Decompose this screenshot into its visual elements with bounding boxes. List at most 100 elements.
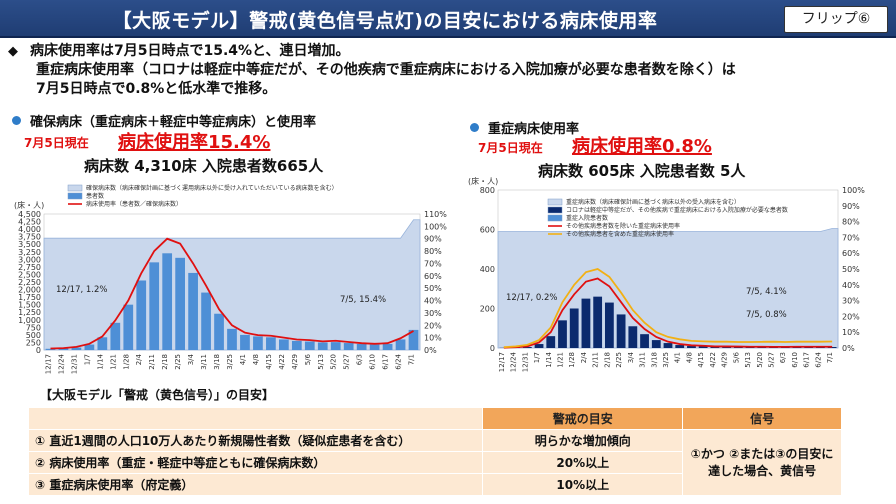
y2-tick-label: 30% [424, 309, 442, 318]
x-tick-label: 12/31 [70, 354, 78, 374]
y-axis-unit: (床・人) [468, 176, 498, 186]
right-section-title: 重症病床使用率 [470, 118, 579, 137]
legend-label: 確保病床数（病床確保計画に基づく運用病床以外に受け入れていただいている病床数を含… [86, 184, 338, 192]
legend-label: 患者数 [86, 192, 104, 200]
left-beds: 病床数 4,310床 入院患者数665人 [84, 157, 324, 175]
patient-bar [628, 326, 638, 348]
patient-bar [343, 343, 354, 350]
patient-bar [593, 296, 603, 348]
y2-tick-label: 100% [424, 222, 447, 231]
patient-bar [317, 342, 328, 350]
rate-line [50, 237, 414, 350]
rate-line [503, 277, 833, 349]
legend-label: その他疾病患者数を除いた重症病床使用率 [566, 222, 680, 230]
patient-bar [149, 262, 160, 350]
annotation-label: 7/5, 4.1% [746, 287, 787, 297]
y-tick-label: 3,000 [18, 255, 41, 264]
y2-tick-label: 50% [424, 284, 442, 293]
y2-tick-label: 10% [424, 334, 442, 343]
criteria-table: 警戒の目安 信号 ① 直近1週間の人口10万人あたり新規陽性者数（疑似症患者を含… [27, 407, 842, 496]
x-tick-label: 1/28 [122, 354, 130, 370]
x-tick-label: 3/11 [200, 354, 208, 370]
criterion-value-2: 20%以上 [482, 451, 684, 474]
legend-swatch [547, 214, 563, 222]
criterion-label-3: ③ 重症病床使用率（府定義） [27, 473, 484, 496]
x-tick-label: 3/18 [213, 354, 221, 370]
right-asof: 7月5日現在 [478, 141, 543, 155]
x-tick-label: 2/4 [580, 351, 588, 363]
x-tick-label: 3/18 [650, 352, 658, 368]
patient-bar [534, 344, 544, 348]
patient-bar [640, 334, 649, 348]
patient-bar [291, 340, 302, 350]
y-tick-label: 750 [26, 323, 41, 332]
patient-bar [408, 329, 419, 350]
criterion-value-1: 明らかな増加傾向 [482, 429, 684, 452]
y-tick-label: 1,250 [18, 308, 41, 317]
x-tick-label: 6/17 [382, 354, 390, 370]
x-tick-label: 2/18 [161, 354, 169, 370]
patient-bar [304, 341, 315, 350]
right-beds: 病床数 605床 入院患者数 5人 [538, 162, 746, 180]
y2-tick-label: 30% [842, 297, 860, 306]
patient-bar [240, 334, 250, 350]
table-row: ③ 重症病床使用率（府定義） 10%以上 [27, 473, 842, 496]
x-tick-label: 2/25 [174, 354, 182, 370]
y2-tick-label: 90% [842, 202, 860, 211]
diamond-icon: ◆ [8, 44, 18, 59]
patient-bar [651, 340, 661, 348]
x-tick-label: 4/29 [721, 352, 729, 368]
annotation-label: 12/17, 0.2% [506, 293, 558, 303]
y-tick-label: 3,750 [18, 233, 41, 242]
y2-tick-label: 0% [424, 346, 437, 355]
x-tick-label: 12/24 [510, 351, 518, 372]
patient-bar [569, 308, 579, 348]
y-tick-label: 4,250 [18, 218, 41, 227]
criterion-label-2: ② 病床使用率（重症・軽症中等症ともに確保病床数） [27, 451, 484, 474]
x-tick-label: 2/11 [592, 352, 600, 368]
legend-swatch [547, 206, 563, 214]
x-tick-label: 6/10 [369, 354, 377, 370]
patient-bar [201, 292, 211, 350]
summary-block: ◆ 病床使用率は7月5日時点で15.4%と、連日増加。 重症病床使用率（コロナは… [8, 42, 888, 99]
x-tick-label: 6/3 [356, 354, 364, 365]
patient-bar [330, 342, 341, 350]
summary-line-1: 病床使用率は7月5日時点で15.4%と、連日増加。 [30, 43, 350, 59]
patient-bar [382, 343, 393, 350]
x-tick-label: 5/6 [732, 351, 740, 363]
y2-tick-label: 40% [424, 297, 442, 306]
patient-bar [663, 343, 673, 348]
x-tick-label: 4/22 [709, 352, 717, 368]
y-tick-label: 4,000 [18, 225, 41, 234]
x-tick-label: 5/27 [343, 354, 351, 370]
y2-tick-label: 50% [842, 265, 860, 274]
x-tick-label: 7/1 [826, 352, 834, 363]
x-tick-label: 4/8 [685, 352, 693, 363]
x-tick-label: 5/20 [330, 354, 338, 370]
y2-tick-label: 0% [842, 344, 855, 353]
bullet-dot-icon [12, 116, 21, 125]
x-tick-label: 4/29 [291, 354, 299, 370]
x-tick-label: 6/24 [814, 351, 822, 367]
x-tick-label: 7/1 [408, 354, 416, 365]
legend-label: 重症病床数（病床確保計画に基づく病床以外の受入病床を含む） [566, 198, 740, 206]
y-tick-label: 4,500 [18, 210, 41, 219]
patient-bar [581, 298, 591, 348]
y-tick-label: 2,500 [18, 270, 41, 279]
patient-bar [687, 346, 696, 348]
patient-bar [722, 346, 732, 348]
y-tick-label: 600 [480, 226, 495, 235]
y-tick-label: 0 [36, 346, 41, 355]
x-tick-label: 4/1 [239, 354, 247, 365]
x-tick-label: 1/28 [568, 352, 576, 368]
y-tick-label: 1,750 [18, 293, 41, 302]
patient-bar [616, 314, 626, 348]
x-tick-label: 2/11 [148, 354, 156, 370]
right-chart: (床・人) 0 200 400 600 800 0% 10% 20% 30% 40% 50% 60% 70… [468, 176, 865, 372]
patient-bar [546, 336, 556, 348]
x-tick-label: 1/7 [533, 352, 541, 363]
x-tick-label: 1/21 [109, 354, 117, 370]
x-tick-label: 4/15 [697, 352, 705, 368]
y2-tick-label: 20% [424, 321, 442, 330]
patient-bar [698, 346, 708, 348]
